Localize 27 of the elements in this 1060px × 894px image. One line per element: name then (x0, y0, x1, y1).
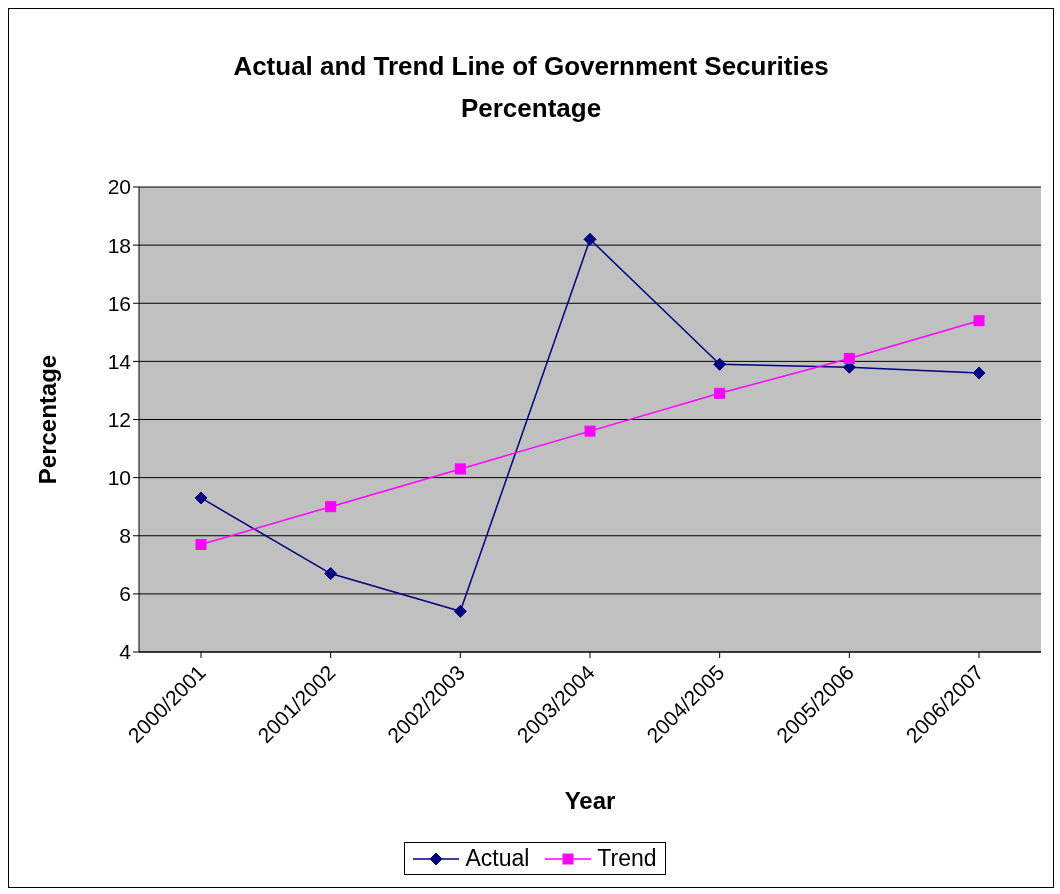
point (973, 315, 985, 327)
y-tick-label: 10 (107, 466, 131, 490)
y-tick-label: 4 (119, 640, 132, 664)
point (583, 232, 597, 246)
y-tick-label: 20 (107, 175, 131, 199)
point (324, 567, 338, 581)
legend-label: Actual (465, 845, 530, 872)
chart-title: Actual and Trend Line of Government Securities Percentage (232, 50, 830, 125)
y-axis-title: Percentage (33, 354, 61, 485)
x-axis-title: Year (564, 787, 616, 815)
point (454, 463, 466, 475)
y-tick-label: 14 (107, 349, 132, 373)
y-tick-label: 12 (107, 407, 131, 431)
y-tick-label: 18 (107, 233, 131, 257)
point (453, 604, 467, 618)
point (714, 387, 726, 399)
legend-label: Trend (597, 845, 657, 872)
point (843, 352, 855, 364)
y-tick-label: 8 (119, 524, 131, 548)
point (713, 357, 727, 371)
point (195, 538, 207, 550)
point (194, 491, 208, 505)
point (972, 366, 986, 380)
y-tick-label: 6 (119, 582, 131, 606)
point (584, 425, 596, 437)
point (325, 501, 337, 513)
y-tick-label: 16 (107, 291, 131, 315)
